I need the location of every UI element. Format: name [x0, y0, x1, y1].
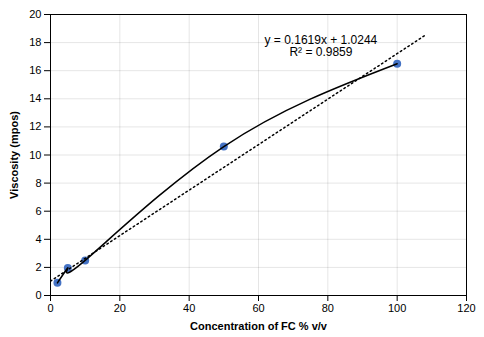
- svg-text:12: 12: [29, 120, 41, 132]
- svg-text:0: 0: [47, 302, 53, 314]
- svg-text:40: 40: [183, 302, 195, 314]
- svg-text:18: 18: [29, 36, 41, 48]
- svg-text:10: 10: [29, 149, 41, 161]
- svg-text:20: 20: [114, 302, 126, 314]
- svg-text:0: 0: [35, 289, 41, 301]
- svg-text:2: 2: [35, 261, 41, 273]
- svg-text:60: 60: [252, 302, 264, 314]
- svg-text:Concentration of FC % v/v: Concentration of FC % v/v: [190, 320, 328, 332]
- svg-text:y = 0.1619x + 1.0244R² = 0.985: y = 0.1619x + 1.0244R² = 0.9859: [265, 33, 378, 59]
- svg-text:120: 120: [457, 302, 475, 314]
- svg-text:Viscosity (mpos): Viscosity (mpos): [8, 111, 20, 199]
- svg-text:80: 80: [322, 302, 334, 314]
- svg-text:20: 20: [29, 8, 41, 20]
- svg-text:16: 16: [29, 64, 41, 76]
- svg-text:4: 4: [35, 233, 41, 245]
- svg-text:100: 100: [388, 302, 406, 314]
- svg-text:6: 6: [35, 205, 41, 217]
- svg-text:14: 14: [29, 92, 41, 104]
- svg-text:8: 8: [35, 177, 41, 189]
